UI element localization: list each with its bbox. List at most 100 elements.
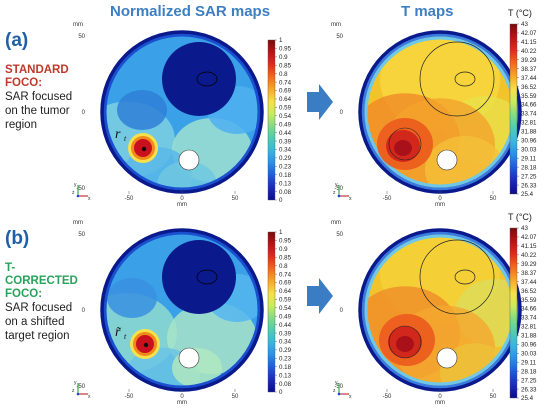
a-sar-cb-label-4: 0.8 — [279, 71, 288, 78]
a-sar-hole — [178, 149, 200, 171]
a-t-ring-inner — [360, 32, 520, 192]
b-t-cb-label-1: 42.07 — [521, 234, 537, 241]
b-sar-cb-label-19: 0 — [279, 389, 283, 396]
a-sar-cb-bar — [267, 39, 276, 201]
b-sar-cb-label-10: 0.49 — [279, 313, 292, 320]
panel-b-body-line-1: SAR focused — [5, 302, 73, 314]
b-sar-triad-z — [76, 392, 80, 396]
a-sar-cb-label-17: 0.13 — [279, 180, 292, 187]
b-sar-hole — [178, 347, 200, 369]
a-sar-triad: yz x — [72, 182, 91, 202]
b-t-cb-label-8: 35.59 — [521, 297, 537, 304]
a-sar-blob-4 — [117, 90, 167, 130]
b-t-cb-label-7: 36.52 — [521, 288, 537, 295]
a-t-cb-label-6: 37.44 — [521, 75, 537, 82]
a-sar-ring-inner — [102, 32, 262, 192]
a-t-triad-y-label: y — [335, 182, 338, 188]
a-sar-triad-z-label: z — [72, 190, 75, 196]
a-sar-cb-label-18: 0.08 — [279, 189, 292, 196]
b-sar-cb-label-2: 0.9 — [279, 246, 288, 253]
b-sar-hotspot-center — [143, 342, 149, 348]
a-sar-cb-label-9: 0.54 — [279, 113, 292, 120]
a-sar-cb-label-3: 0.85 — [279, 62, 292, 69]
a-t-cb-label-8: 35.59 — [521, 93, 537, 100]
a-sar-cb-label-10: 0.49 — [279, 121, 292, 128]
b-t-cb-label-12: 31.88 — [521, 333, 537, 340]
b-sar-tumor-outline — [196, 269, 218, 285]
b-t-cb-label-6: 37.44 — [521, 279, 537, 286]
header-t: T maps — [401, 3, 454, 20]
b-sar-cb-label-9: 0.54 — [279, 305, 292, 312]
b-t-cb-label-11: 32.81 — [521, 324, 537, 331]
b-sar-cb-label-14: 0.29 — [279, 347, 292, 354]
b-t-cb-label-17: 27.25 — [521, 377, 537, 384]
a-t-tumor-outline — [454, 71, 476, 87]
panel-a-t-colorbar-title: T (°C) — [508, 8, 532, 18]
a-t-cb-label-12: 31.88 — [521, 129, 537, 136]
a-t-triad-x-label: x — [349, 196, 352, 202]
panel-a-caption: STANDARD FOCO: SAR focused on the tumor … — [5, 64, 85, 132]
panel-a-title-line-1: STANDARD — [5, 64, 69, 76]
a-t-cb-label-3: 40.22 — [521, 48, 537, 55]
b-sar-target-label: r̃ — [115, 325, 122, 340]
panel-b-t-colorbar-title: T (°C) — [508, 212, 532, 222]
b-t-triad-x-label: x — [349, 394, 352, 400]
panel-a-body-line-1: SAR focused — [5, 91, 73, 103]
b-t-cb-label-14: 30.03 — [521, 350, 537, 357]
panel-a-title-line-2: FOCO: — [5, 77, 43, 89]
b-sar-ring-inner — [102, 230, 262, 390]
arrow-b-icon — [307, 278, 333, 314]
b-t-cb-label-2: 41.15 — [521, 243, 537, 250]
a-t-triad: yz x — [333, 182, 352, 202]
a-sar-cb-label-6: 0.69 — [279, 88, 292, 95]
panel-b-caption: T-CORRECTED FOCO: SAR focused on a shift… — [5, 262, 85, 343]
a-sar-cb-label-11: 0.44 — [279, 130, 292, 137]
b-sar-cb-label-5: 0.74 — [279, 271, 292, 278]
a-sar-cb-label-1: 0.95 — [279, 46, 292, 53]
panel-b-body-line-3: target region — [5, 330, 70, 342]
a-t-xtick-0: -50 — [383, 196, 392, 202]
b-sar-cb-label-17: 0.13 — [279, 372, 292, 379]
panel-b-title-line-2: FOCO: — [5, 288, 43, 300]
a-sar-target-sub: t — [124, 134, 127, 143]
b-sar-svg: r̃ t -50 0 50 mm 50 0 -50 mm — [73, 220, 264, 406]
a-sar-yunit: mm — [73, 22, 83, 28]
a-t-hotspot-outline — [388, 127, 422, 161]
a-sar-svg: r t -50 0 50 mm 50 0 -50 mm — [73, 22, 264, 208]
a-sar-triad-x-label: x — [88, 196, 91, 202]
a-t-cb-label-17: 27.25 — [521, 173, 537, 180]
b-t-xtick-1: 0 — [438, 394, 442, 400]
b-t-cb-label-18: 26.33 — [521, 386, 537, 393]
b-t-cb-label-5: 38.37 — [521, 270, 537, 277]
b-sar-ytick-0: 50 — [78, 232, 85, 238]
a-t-cb-label-1: 42.07 — [521, 30, 537, 37]
b-t-cb-label-16: 28.18 — [521, 368, 537, 375]
a-t-triad-z-label: z — [333, 190, 336, 196]
a-sar-target-label: r — [115, 127, 121, 142]
a-t-hole — [436, 149, 458, 171]
b-t-cb-svg: 43 42.07 41.15 40.22 39.29 38.37 37.44 36.52 35.… — [509, 225, 537, 402]
b-t-cb-label-0: 43 — [521, 225, 528, 232]
b-t-cb-label-4: 39.29 — [521, 261, 537, 268]
b-t-hole — [436, 347, 458, 369]
a-t-cb-svg: 43 42.07 41.15 40.22 39.29 38.37 37.44 36.52 35.… — [509, 21, 537, 198]
b-t-triad-z — [337, 392, 341, 396]
b-t-cb-bar — [509, 227, 518, 399]
b-sar-triad: yz x — [72, 380, 91, 400]
b-sar-xtick-1: 0 — [180, 394, 184, 400]
b-sar-triad-z-label: z — [72, 388, 75, 394]
b-sar-cb-label-6: 0.69 — [279, 280, 292, 287]
a-t-xtick-2: 50 — [490, 196, 497, 202]
a-sar-cb-label-19: 0 — [279, 197, 283, 204]
b-t-region-outline — [419, 239, 495, 315]
b-t-cb-label-13: 30.96 — [521, 342, 537, 349]
b-t-xunit: mm — [435, 400, 445, 406]
a-t-cb-bar — [509, 23, 518, 195]
b-sar-cb-label-4: 0.8 — [279, 263, 288, 270]
b-t-xtick-0: -50 — [383, 394, 392, 400]
a-sar-xtick-2: 50 — [232, 196, 239, 202]
b-t-cb-label-10: 33.74 — [521, 315, 537, 322]
